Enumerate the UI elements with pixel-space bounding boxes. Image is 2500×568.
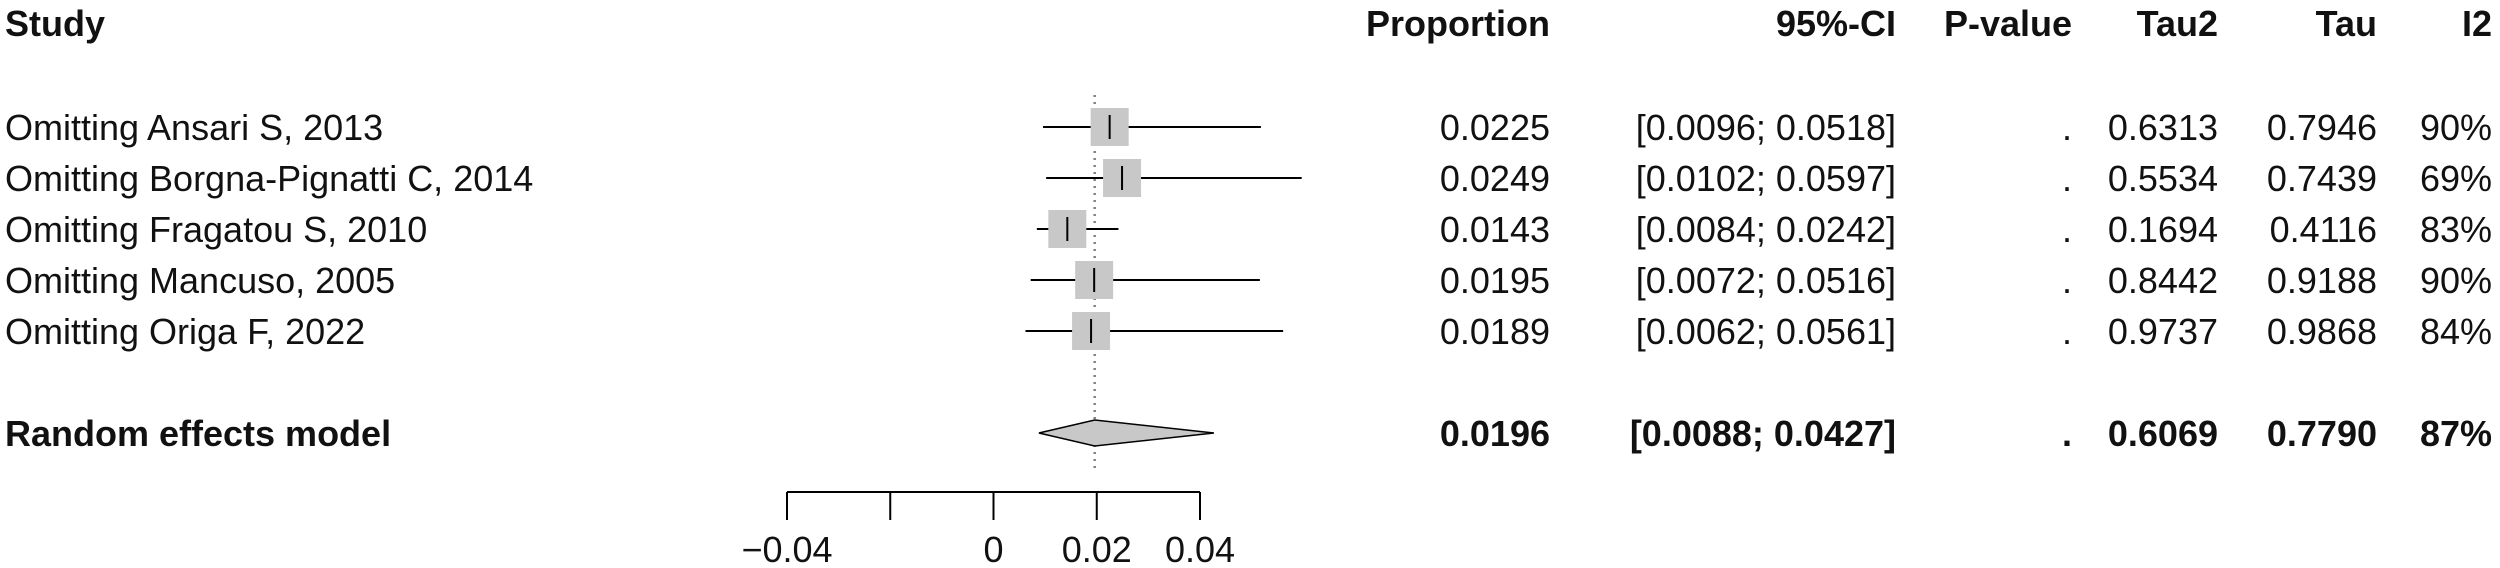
- row-ci: [0.0084; 0.0242]: [1635, 209, 1896, 250]
- row-tau: 0.7439: [2266, 158, 2377, 199]
- row-tau: 0.7946: [2266, 107, 2377, 148]
- row-i2: 84%: [2419, 311, 2492, 352]
- header-ci: 95%-CI: [1775, 3, 1896, 44]
- row-tau: 0.9188: [2266, 260, 2377, 301]
- header-tau: Tau: [2315, 3, 2377, 44]
- summary-tau: 0.7790: [2266, 413, 2377, 454]
- summary-tau2: 0.6069: [2107, 413, 2218, 454]
- row-ci: [0.0102; 0.0597]: [1635, 158, 1896, 199]
- summary-ci: [0.0088; 0.0427]: [1629, 413, 1896, 454]
- row-i2: 83%: [2419, 209, 2492, 250]
- row-i2: 90%: [2419, 260, 2492, 301]
- x-axis-tick-label: 0.02: [1062, 529, 1132, 568]
- row-study: Omitting Mancuso, 2005: [5, 260, 396, 301]
- row-tau: 0.9868: [2266, 311, 2377, 352]
- row-tau2: 0.9737: [2107, 311, 2218, 352]
- row-pvalue: .: [2061, 260, 2072, 301]
- x-axis-tick-label: 0: [983, 529, 1003, 568]
- header-proportion: Proportion: [1366, 3, 1550, 44]
- header-pvalue: P-value: [1943, 3, 2072, 44]
- summary-diamond: [1038, 419, 1215, 447]
- row-proportion: 0.0195: [1439, 260, 1550, 301]
- row-ci: [0.0096; 0.0518]: [1635, 107, 1896, 148]
- summary-study: Random effects model: [5, 413, 392, 454]
- header-study: Study: [5, 3, 106, 44]
- row-proportion: 0.0143: [1439, 209, 1550, 250]
- header-i2: I2: [2461, 3, 2492, 44]
- row-pvalue: .: [2061, 311, 2072, 352]
- summary-pvalue: .: [2061, 413, 2072, 454]
- row-study: Omitting Ansari S, 2013: [5, 107, 384, 148]
- row-i2: 90%: [2419, 107, 2492, 148]
- row-proportion: 0.0249: [1439, 158, 1550, 199]
- row-proportion: 0.0225: [1439, 107, 1550, 148]
- row-tau2: 0.6313: [2107, 107, 2218, 148]
- x-axis-tick-label: −0.04: [741, 529, 832, 568]
- header-tau2: Tau2: [2136, 3, 2218, 44]
- summary-i2: 87%: [2419, 413, 2492, 454]
- row-ci: [0.0062; 0.0561]: [1635, 311, 1896, 352]
- row-study: Omitting Fragatou S, 2010: [5, 209, 428, 250]
- x-axis-tick-label: 0.04: [1165, 529, 1235, 568]
- row-tau2: 0.8442: [2107, 260, 2218, 301]
- row-study: Omitting Borgna-Pignatti C, 2014: [5, 158, 534, 199]
- row-study: Omitting Origa F, 2022: [5, 311, 366, 352]
- row-proportion: 0.0189: [1439, 311, 1550, 352]
- row-tau2: 0.5534: [2107, 158, 2218, 199]
- row-tau: 0.4116: [2269, 209, 2377, 250]
- row-i2: 69%: [2419, 158, 2492, 199]
- row-pvalue: .: [2061, 107, 2072, 148]
- summary-proportion: 0.0196: [1439, 413, 1550, 454]
- row-pvalue: .: [2061, 158, 2072, 199]
- row-ci: [0.0072; 0.0516]: [1635, 260, 1896, 301]
- row-pvalue: .: [2061, 209, 2072, 250]
- row-tau2: 0.1694: [2107, 209, 2218, 250]
